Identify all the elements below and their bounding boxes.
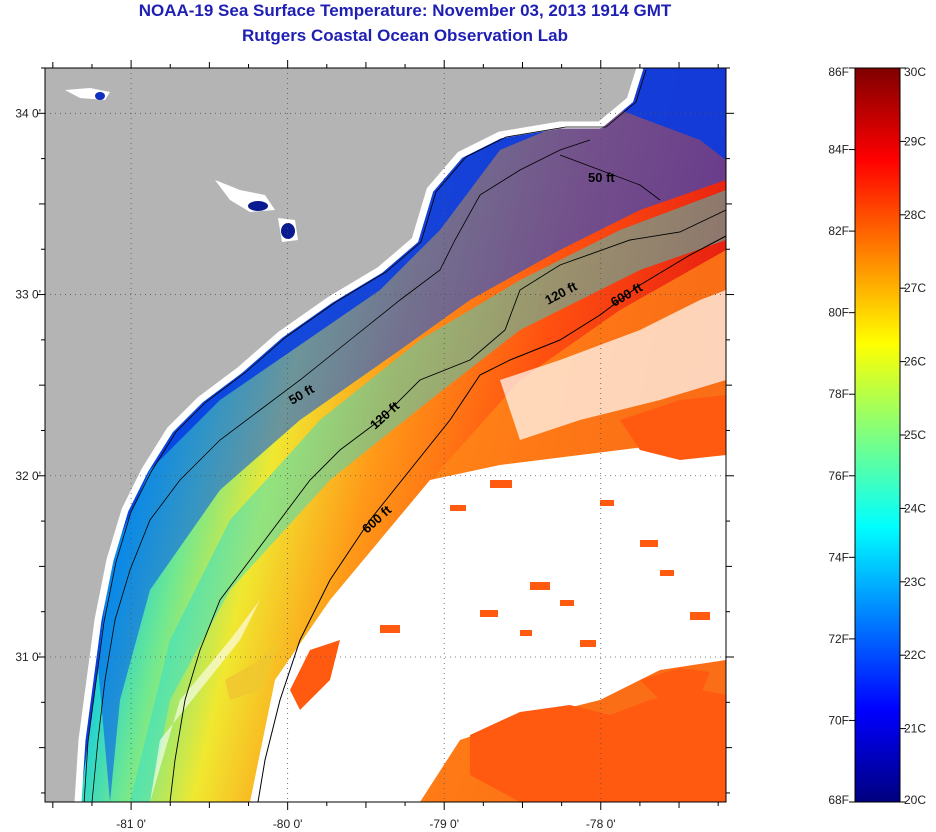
lat-lon-grid (45, 68, 726, 802)
colorbar-c-label: 24C (904, 501, 926, 515)
colorbar-c-label: 21C (904, 722, 926, 736)
colorbar-f-label: 72F (828, 632, 849, 646)
x-axis-ticks: -81 0' -80 0' -79 0' -78 0' (52, 60, 719, 831)
land-mass (45, 68, 640, 802)
colorbar-f-label: 86F (828, 65, 849, 79)
contour-label: 50 ft (588, 170, 615, 185)
y-axis-ticks: 34 0' 33 0' 32 0' 31 0' (15, 67, 734, 794)
colorbar-f-label: 70F (828, 713, 849, 727)
colorbar-c-label: 23C (904, 575, 926, 589)
colorbar-f-label: 82F (828, 224, 849, 238)
colorbar-c-label: 28C (904, 208, 926, 222)
warm-patch-yellow (225, 640, 280, 700)
map-title: NOAA-19 Sea Surface Temperature: Novembe… (138, 1, 672, 20)
colorbar-f-label: 78F (828, 387, 849, 401)
contour-50ft-north (559, 154, 661, 201)
colorbar-c-label: 26C (904, 355, 926, 369)
x-tick-label: -81 0' (116, 817, 146, 831)
colorbar-c-label: 22C (904, 648, 926, 662)
colorbar-c-label: 30C (904, 65, 926, 79)
contour-120ft (169, 209, 726, 802)
mid-shelf-water (130, 190, 726, 802)
colorbar-c-label: 27C (904, 281, 926, 295)
y-tick-label: 31 0' (15, 650, 41, 664)
cloud-cover-patch (500, 290, 726, 440)
x-tick-label: -80 0' (273, 817, 303, 831)
colorbar-c-label: 25C (904, 428, 926, 442)
colorbar-c-label: 29C (904, 134, 926, 148)
colorbar-f-label: 68F (828, 793, 849, 807)
x-tick-label: -78 0' (586, 817, 616, 831)
y-tick-label: 33 0' (15, 288, 41, 302)
map-area: 50 ft 50 ft 120 ft 120 ft 600 ft 600 ft (45, 68, 726, 802)
colorbar-f-label: 74F (828, 550, 849, 564)
bathymetry-contours (91, 139, 726, 802)
cloud-cover-patch (150, 600, 260, 802)
cloud-cover (250, 440, 726, 802)
coastline (74, 68, 644, 802)
colorbar-f-label: 84F (828, 143, 849, 157)
colorbar (854, 67, 901, 803)
y-tick-label: 34 0' (15, 106, 41, 120)
colorbar-f-label: 80F (828, 306, 849, 320)
map-subtitle: Rutgers Coastal Ocean Observation Lab (242, 26, 568, 45)
inland-lakes (65, 88, 298, 242)
colorbar-fahrenheit-labels: 86F 84F 82F 80F 78F 76F 74F 72F 70F 68F (828, 65, 855, 807)
x-tick-label: -79 0' (429, 817, 459, 831)
warm-water-patches (290, 395, 726, 802)
contour-50ft (91, 139, 591, 802)
coastline-outline (83, 69, 647, 802)
map-frame (44, 67, 727, 803)
colorbar-celsius-labels: 30C 29C 28C 27C 26C 25C 24C 23C 22C 21C 20C (900, 65, 926, 807)
contour-600ft (257, 235, 726, 802)
colorbar-c-label: 20C (904, 793, 926, 807)
y-tick-label: 32 0' (15, 469, 41, 483)
colorbar-f-label: 76F (828, 469, 849, 483)
